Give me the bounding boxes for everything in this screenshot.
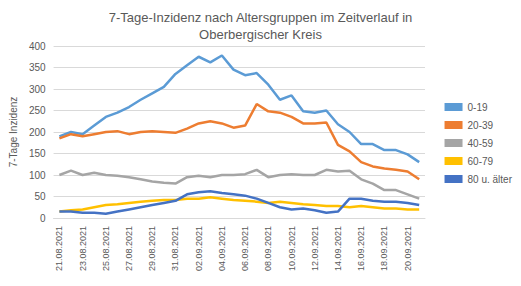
svg-text:04.09.2021: 04.09.2021 <box>217 226 227 271</box>
svg-text:7-Tage-Inzidenz nach Altersgru: 7-Tage-Inzidenz nach Altersgruppen im Ze… <box>109 10 413 25</box>
svg-text:20-39: 20-39 <box>468 120 494 131</box>
svg-text:16.09.2021: 16.09.2021 <box>356 226 366 271</box>
svg-text:Oberbergischer Kreis: Oberbergischer Kreis <box>199 27 322 42</box>
svg-text:25.08.2021: 25.08.2021 <box>101 226 111 271</box>
svg-text:20.09.2021: 20.09.2021 <box>403 226 413 271</box>
svg-text:80 u. älter: 80 u. älter <box>468 174 513 185</box>
svg-text:0: 0 <box>40 213 46 224</box>
svg-text:200: 200 <box>29 127 46 138</box>
svg-text:300: 300 <box>29 84 46 95</box>
svg-text:50: 50 <box>34 191 46 202</box>
svg-text:60-79: 60-79 <box>468 156 494 167</box>
svg-text:23.08.2021: 23.08.2021 <box>78 226 88 271</box>
svg-text:29.08.2021: 29.08.2021 <box>147 226 157 271</box>
svg-text:18.09.2021: 18.09.2021 <box>379 226 389 271</box>
svg-text:400: 400 <box>29 41 46 52</box>
svg-text:31.08.2021: 31.08.2021 <box>170 226 180 271</box>
svg-text:250: 250 <box>29 105 46 116</box>
svg-text:21.08.2021: 21.08.2021 <box>54 226 64 271</box>
svg-text:12.09.2021: 12.09.2021 <box>310 226 320 271</box>
svg-text:100: 100 <box>29 170 46 181</box>
svg-text:08.09.2021: 08.09.2021 <box>263 226 273 271</box>
svg-text:40-59: 40-59 <box>468 138 494 149</box>
svg-text:06.09.2021: 06.09.2021 <box>240 226 250 271</box>
svg-text:7-Tage Inzidenz: 7-Tage Inzidenz <box>8 97 19 168</box>
svg-text:14.09.2021: 14.09.2021 <box>333 226 343 271</box>
svg-text:150: 150 <box>29 148 46 159</box>
svg-text:0-19: 0-19 <box>468 102 488 113</box>
svg-text:10.09.2021: 10.09.2021 <box>287 226 297 271</box>
svg-text:350: 350 <box>29 62 46 73</box>
svg-text:27.08.2021: 27.08.2021 <box>124 226 134 271</box>
svg-text:02.09.2021: 02.09.2021 <box>194 226 204 271</box>
